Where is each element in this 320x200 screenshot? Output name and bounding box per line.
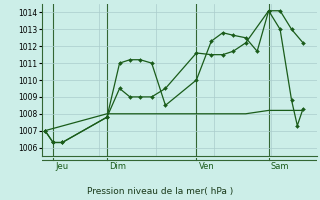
Text: Ven: Ven [199,162,214,171]
Text: Dim: Dim [109,162,126,171]
Text: Jeu: Jeu [55,162,68,171]
Text: Pression niveau de la mer( hPa ): Pression niveau de la mer( hPa ) [87,187,233,196]
Text: Sam: Sam [271,162,289,171]
